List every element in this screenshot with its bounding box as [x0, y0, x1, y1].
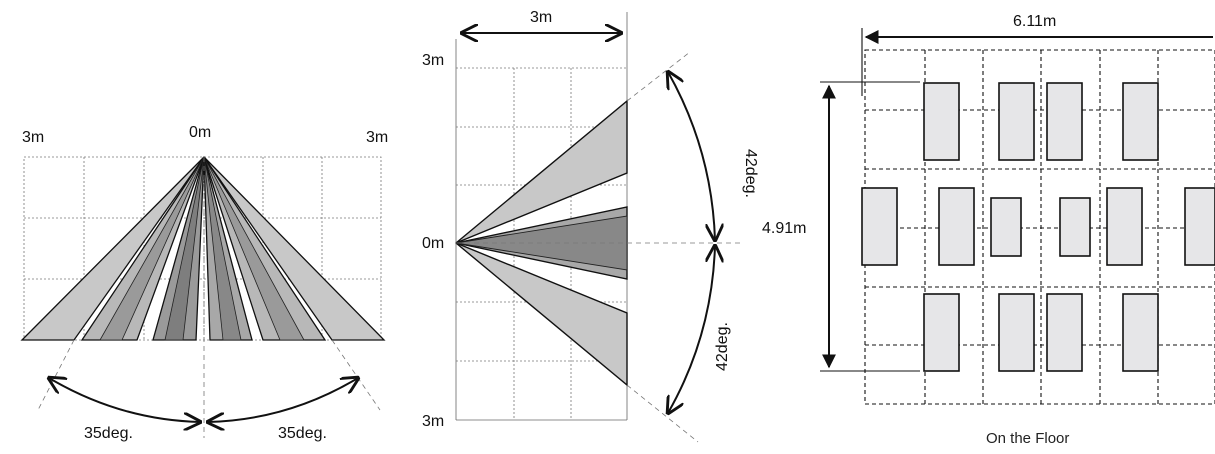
side-angle-lower-label: 42deg.: [714, 322, 731, 371]
floor-zone: [1107, 188, 1142, 265]
floor-zone: [999, 83, 1034, 160]
side-view: 3m 3m 0m 3m 42deg. 42deg.: [422, 9, 759, 442]
side-angle-upper-label: 42deg.: [742, 149, 759, 198]
floor-grid: [865, 50, 1215, 404]
floor-zone: [924, 294, 959, 371]
side-label-width: 3m: [530, 9, 552, 26]
floor-zone: [1060, 198, 1090, 256]
side-label-top: 3m: [422, 52, 444, 69]
floor-detection-zones: [862, 83, 1215, 371]
floor-zone: [939, 188, 974, 265]
floor-zone: [1047, 83, 1082, 160]
front-label-left: 3m: [22, 129, 44, 146]
front-angle-arrows: [49, 378, 358, 422]
floor-zone: [999, 294, 1034, 371]
front-detection-zones: [22, 157, 384, 340]
floor-zone: [1123, 83, 1158, 160]
floor-zone: [1185, 188, 1215, 265]
floor-label-width: 6.11m: [1013, 13, 1056, 30]
front-angle-right-label: 35deg.: [278, 425, 327, 442]
floor-zone: [924, 83, 959, 160]
floor-label-height: 4.91m: [762, 220, 806, 237]
side-label-middle: 0m: [422, 235, 444, 252]
floor-zone: [1123, 294, 1158, 371]
floor-zone: [862, 188, 897, 265]
front-angle-left-label: 35deg.: [84, 425, 133, 442]
floor-view: 6.11m 4.91m On the Floor: [762, 13, 1215, 447]
floor-caption: On the Floor: [986, 430, 1069, 447]
floor-zone: [991, 198, 1021, 256]
front-label-center: 0m: [189, 124, 211, 141]
side-label-bottom: 3m: [422, 413, 444, 430]
floor-zone: [1047, 294, 1082, 371]
front-view: 3m 0m 3m 35deg. 35deg.: [22, 124, 388, 442]
front-label-right: 3m: [366, 129, 388, 146]
